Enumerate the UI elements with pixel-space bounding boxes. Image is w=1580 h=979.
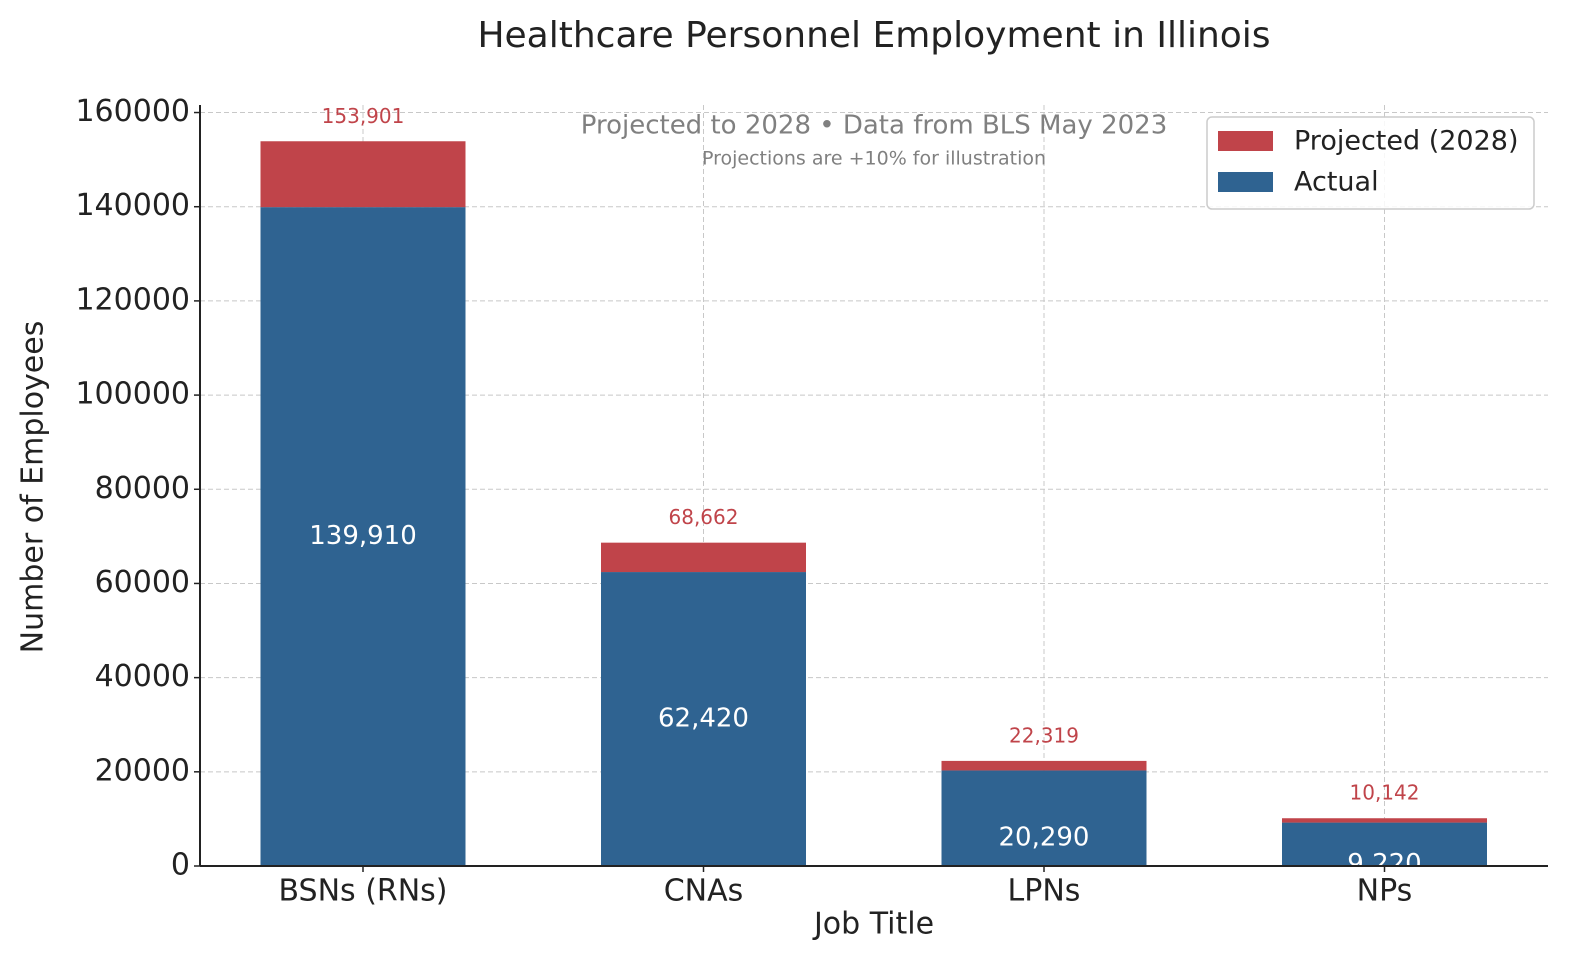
- y-tick-label: 160000: [75, 94, 190, 129]
- legend-box: [1206, 116, 1535, 210]
- y-tick-label: 0: [171, 848, 190, 883]
- legend: Projected (2028) Actual: [1206, 116, 1535, 210]
- axes: 0 20000 40000 60000 80000 100000 120000 140000 1…: [75, 94, 1548, 909]
- total-label: 68,662: [669, 505, 739, 529]
- bar-segment: [941, 770, 1147, 866]
- bar-value-label: 9,220: [1347, 849, 1421, 879]
- x-axis-label: Job Title: [812, 907, 934, 942]
- y-tick-label: 140000: [75, 188, 190, 223]
- legend-label: Actual: [1294, 167, 1379, 198]
- chart-title: Healthcare Personnel Employment in Illin…: [477, 15, 1270, 56]
- bars: 139,910 153,901 62,420 68,662 20,290 22,319 9,…: [260, 104, 1487, 879]
- bar-segment: [1282, 822, 1487, 866]
- bar-segment: [1282, 818, 1487, 823]
- y-tick-label: 120000: [75, 282, 190, 317]
- legend-swatch: [1218, 131, 1273, 151]
- bar-segment: [601, 572, 806, 866]
- y-tick-label: 100000: [75, 377, 190, 412]
- y-tick-label: 20000: [95, 753, 190, 788]
- total-label: 22,319: [1009, 723, 1079, 747]
- x-tick-label: NPs: [1357, 874, 1413, 909]
- legend-swatch: [1218, 172, 1273, 192]
- note: Projections are +10% for illustration: [702, 148, 1046, 170]
- legend-label: Projected (2028): [1294, 126, 1519, 157]
- bar-value-label: 139,910: [309, 521, 417, 551]
- subtitle: Projected to 2028 • Data from BLS May 20…: [581, 111, 1168, 141]
- y-axis-label: Number of Employees: [16, 321, 51, 654]
- bar-segment: [260, 207, 466, 866]
- bar-segment: [601, 542, 806, 573]
- y-tick-label: 80000: [95, 471, 190, 506]
- x-tick-label: LPNs: [1008, 874, 1081, 909]
- y-tick-label: 40000: [95, 659, 190, 694]
- bar-value-label: 20,290: [999, 823, 1090, 853]
- bar-value-label: 62,420: [658, 704, 749, 734]
- bar-segment: [260, 141, 466, 208]
- x-tick-label: BSNs (RNs): [278, 874, 447, 909]
- bar-segment: [941, 760, 1147, 771]
- y-tick-label: 60000: [95, 565, 190, 600]
- x-tick-label: CNAs: [664, 874, 744, 909]
- total-label: 153,901: [322, 104, 405, 128]
- total-label: 10,142: [1350, 781, 1420, 805]
